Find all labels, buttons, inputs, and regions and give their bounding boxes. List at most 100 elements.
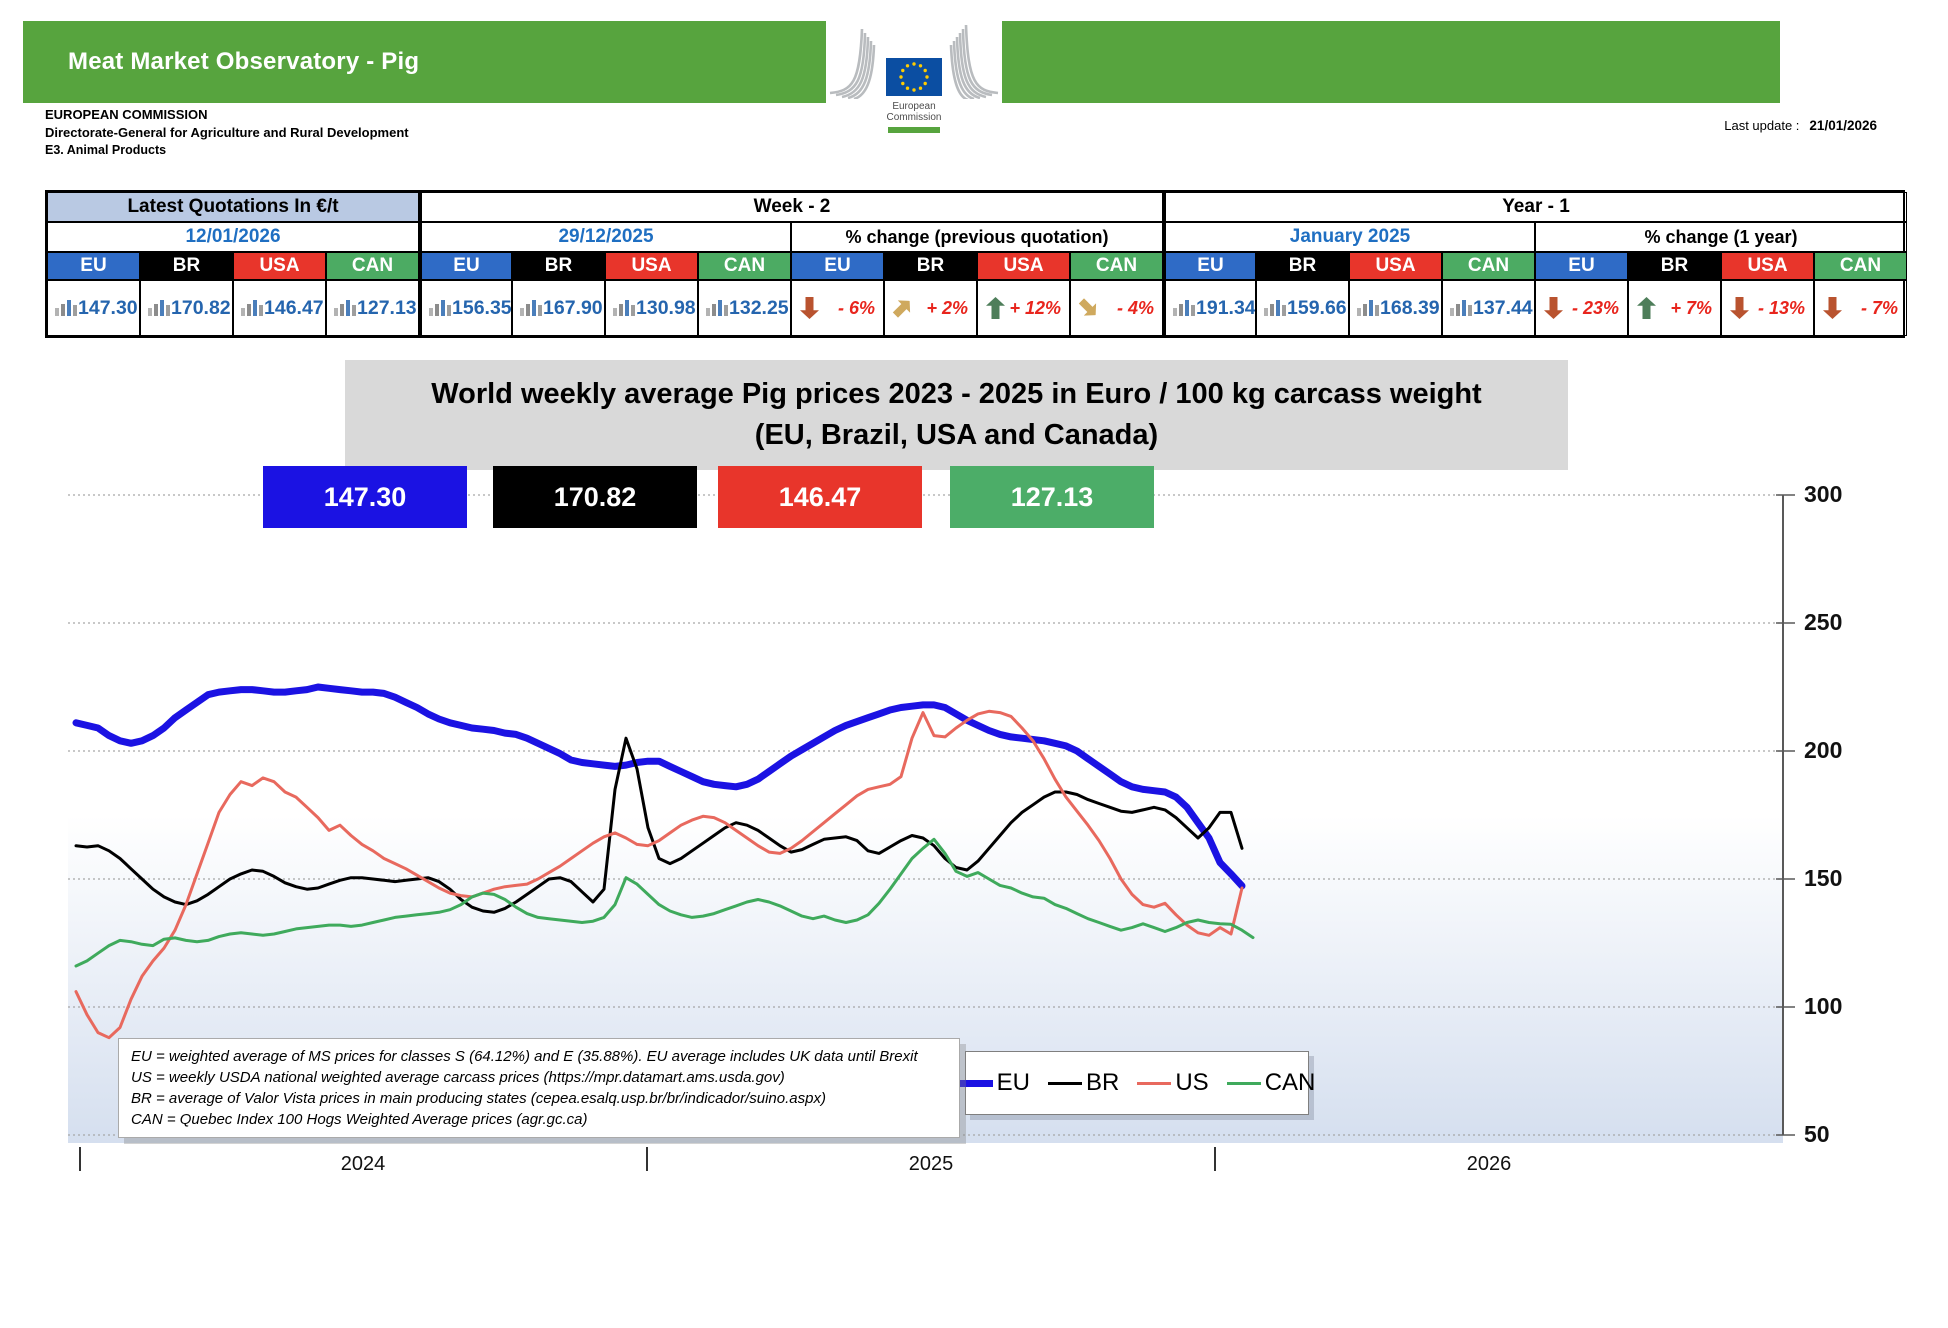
quote-week2-usa: 130.98: [605, 280, 698, 336]
br-line-swatch: [1048, 1081, 1082, 1085]
column-header-can: CAN: [326, 252, 419, 280]
y-axis-label-50: 50: [1804, 1121, 1830, 1147]
y-axis-label-200: 200: [1804, 737, 1843, 763]
quote-week2-eu: 156.35: [419, 280, 512, 336]
chart-legend: EU BR US CAN: [958, 1051, 1315, 1115]
group-header-week2: Week - 2: [419, 192, 1163, 222]
badge-can-value: 127.13: [950, 466, 1154, 528]
date-year1: January 2025: [1163, 222, 1535, 252]
page-title: Meat Market Observatory - Pig: [68, 48, 420, 75]
footnote-can: CAN = Quebec Index 100 Hogs Weighted Ave…: [131, 1111, 588, 1128]
column-header-can: CAN: [1814, 252, 1907, 280]
column-header-usa: USA: [977, 252, 1070, 280]
mini-bar-chart-icon: [1264, 296, 1287, 321]
org-line-1: EUROPEAN COMMISSION: [45, 107, 208, 122]
column-header-eu: EU: [1535, 252, 1628, 280]
group-header-latest: Latest Quotations In €/t: [47, 192, 419, 222]
badge-eu-value: 147.30: [263, 466, 467, 528]
quote-year1-eu: 191.34: [1163, 280, 1256, 336]
chart-footnotes: EU = weighted average of MS prices for c…: [118, 1038, 960, 1138]
x-axis-label-2026: 2026: [1466, 1153, 1512, 1175]
badge-br-value: 170.82: [493, 466, 697, 528]
quote-week2-can: 132.25: [698, 280, 791, 336]
mini-bar-chart-icon: [334, 296, 357, 321]
pct-prev-eu: - 6%: [791, 280, 884, 336]
quote-year1-br: 159.66: [1256, 280, 1349, 336]
legend-item-br: BR: [1048, 1069, 1119, 1097]
mini-bar-chart-icon: [148, 296, 171, 321]
column-header-usa: USA: [1349, 252, 1442, 280]
chart-title-line2: (EU, Brazil, USA and Canada): [754, 419, 1159, 451]
date-week2: 29/12/2025: [419, 222, 791, 252]
series-line-eu: [72, 683, 1246, 890]
footnote-eu: EU = weighted average of MS prices for c…: [131, 1048, 918, 1065]
x-axis-label-2025: 2025: [908, 1153, 954, 1175]
legend-item-can: CAN: [1226, 1069, 1315, 1097]
mini-bar-chart-icon: [429, 296, 452, 321]
column-header-eu: EU: [1163, 252, 1256, 280]
series-line-can: [74, 837, 1255, 968]
group-header-year1: Year - 1: [1163, 192, 1907, 222]
footnote-br: BR = average of Valor Vista prices in ma…: [131, 1090, 826, 1107]
series-line-us: [74, 709, 1244, 1040]
org-line-2: Directorate-General for Agriculture and …: [45, 125, 409, 140]
quote-latest-br: 170.82: [140, 280, 233, 336]
column-header-usa: USA: [1721, 252, 1814, 280]
footnote-us: US = weekly USDA national weighted avera…: [131, 1069, 785, 1086]
column-header-can: CAN: [1070, 252, 1163, 280]
organisation-lines: EUROPEAN COMMISSION Directorate-General …: [45, 107, 409, 160]
mini-bar-chart-icon: [706, 296, 729, 321]
quote-year1-usa: 168.39: [1349, 280, 1442, 336]
quotation-table: Latest Quotations In €/t Week - 2 Year -…: [45, 190, 1907, 338]
mini-bar-chart-icon: [613, 296, 636, 321]
column-header-br: BR: [884, 252, 977, 280]
column-header-eu: EU: [47, 252, 140, 280]
legend-item-us: US: [1137, 1069, 1209, 1097]
us-line-swatch: [1137, 1081, 1172, 1085]
quote-latest-can: 127.13: [326, 280, 419, 336]
pct-year-eu: - 23%: [1535, 280, 1628, 336]
ec-logo-underline: [888, 127, 940, 133]
column-header-eu: EU: [791, 252, 884, 280]
european-commission-logo: European Commission: [826, 21, 1002, 141]
y-axis-label-150: 150: [1804, 865, 1843, 891]
quote-year1-can: 137.44: [1442, 280, 1535, 336]
mini-bar-chart-icon: [1173, 296, 1196, 321]
eu-line-swatch: [958, 1079, 993, 1087]
badge-usa-value: 146.47: [718, 466, 922, 528]
last-update-date: 21/01/2026: [1809, 118, 1877, 133]
mini-bar-chart-icon: [1357, 296, 1380, 321]
x-axis-label-2024: 2024: [340, 1153, 386, 1175]
last-update: Last update : 21/01/2026: [1724, 118, 1877, 133]
pct-year-header: % change (1 year): [1535, 222, 1907, 252]
column-header-br: BR: [140, 252, 233, 280]
column-header-can: CAN: [1442, 252, 1535, 280]
ec-logo-flag-icon: [829, 24, 999, 99]
mini-bar-chart-icon: [55, 296, 78, 321]
column-header-eu: EU: [419, 252, 512, 280]
column-header-can: CAN: [698, 252, 791, 280]
pct-year-can: - 7%: [1814, 280, 1907, 336]
pct-prev-can: - 4%: [1070, 280, 1163, 336]
mini-bar-chart-icon: [520, 296, 543, 321]
pct-year-br: + 7%: [1628, 280, 1721, 336]
column-header-br: BR: [1628, 252, 1721, 280]
can-line-swatch: [1226, 1081, 1261, 1085]
series-line-br: [74, 736, 1244, 914]
y-axis-label-300: 300: [1804, 481, 1843, 507]
legend-item-eu: EU: [958, 1069, 1030, 1097]
pct-year-usa: - 13%: [1721, 280, 1814, 336]
column-header-br: BR: [512, 252, 605, 280]
quote-week2-br: 167.90: [512, 280, 605, 336]
chart-title-line1: World weekly average Pig prices 2023 - 2…: [431, 378, 1482, 410]
ec-logo-text: European Commission: [886, 101, 942, 123]
date-latest: 12/01/2026: [47, 222, 419, 252]
org-line-3: E3. Animal Products: [45, 143, 167, 157]
mini-bar-chart-icon: [241, 296, 264, 321]
last-update-label: Last update :: [1724, 118, 1800, 133]
pct-prev-br: + 2%: [884, 280, 977, 336]
mini-bar-chart-icon: [1450, 296, 1473, 321]
pct-prev-header: % change (previous quotation): [791, 222, 1163, 252]
quote-latest-usa: 146.47: [233, 280, 326, 336]
